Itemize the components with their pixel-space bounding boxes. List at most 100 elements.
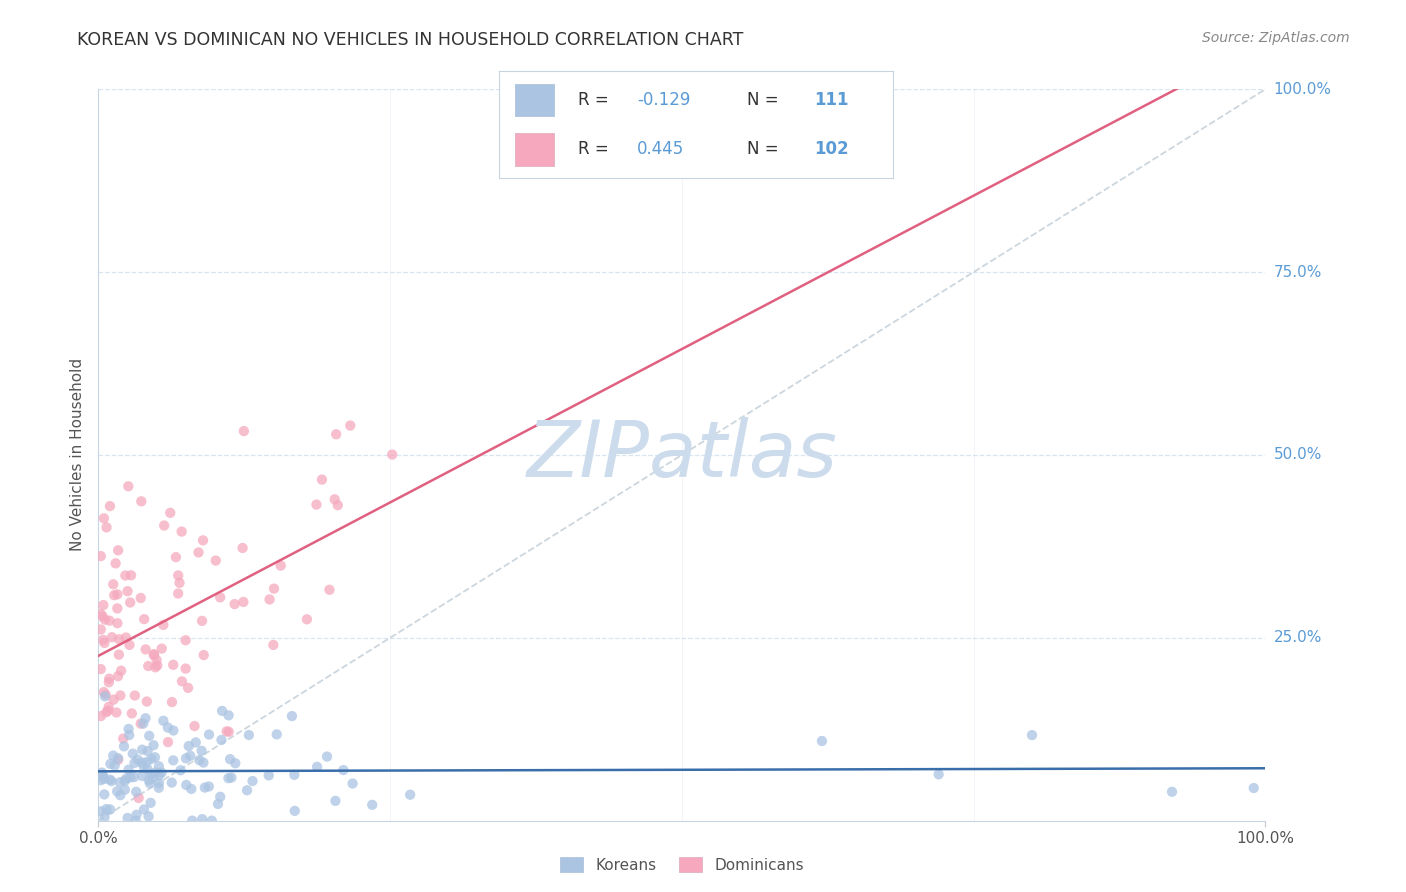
Point	[117, 479, 139, 493]
Point	[134, 612, 156, 626]
Point	[181, 814, 204, 828]
Point	[110, 788, 132, 802]
Point	[93, 772, 115, 786]
Point	[104, 557, 127, 571]
Point	[132, 716, 155, 731]
Point	[135, 642, 157, 657]
Point	[167, 568, 190, 582]
Point	[91, 632, 114, 647]
Point	[1021, 728, 1043, 742]
Text: 25.0%: 25.0%	[1274, 631, 1322, 645]
Point	[266, 727, 288, 741]
Point	[211, 704, 233, 718]
Point	[103, 588, 125, 602]
Point	[259, 592, 281, 607]
Point	[204, 553, 226, 567]
Point	[93, 636, 115, 650]
Point	[91, 768, 114, 782]
Point	[107, 616, 129, 631]
Point	[115, 631, 138, 645]
Point	[219, 752, 242, 766]
Point	[145, 660, 167, 674]
Point	[120, 771, 142, 785]
Point	[148, 780, 170, 795]
Point	[156, 721, 179, 735]
Point	[131, 742, 153, 756]
Point	[128, 791, 150, 805]
Point	[211, 733, 233, 747]
Point	[139, 796, 162, 810]
Point	[295, 612, 318, 626]
Point	[101, 630, 124, 644]
Point	[174, 778, 197, 792]
Point	[305, 498, 328, 512]
Point	[165, 550, 187, 565]
Point	[339, 418, 361, 433]
Point	[142, 771, 165, 785]
Point	[125, 785, 148, 799]
Point	[143, 765, 166, 780]
Text: 102: 102	[814, 141, 849, 159]
Point	[143, 750, 166, 764]
Point	[159, 506, 181, 520]
Point	[90, 623, 112, 637]
Point	[160, 695, 183, 709]
Y-axis label: No Vehicles in Household: No Vehicles in Household	[70, 359, 86, 551]
Point	[318, 582, 340, 597]
Text: -0.129: -0.129	[637, 91, 690, 109]
Point	[194, 780, 217, 795]
Point	[1161, 785, 1184, 799]
Point	[198, 780, 221, 794]
Point	[207, 797, 229, 811]
Point	[97, 675, 120, 690]
Point	[811, 734, 834, 748]
Point	[193, 648, 215, 662]
Text: 111: 111	[814, 91, 849, 109]
Point	[121, 706, 143, 721]
Text: Source: ZipAtlas.com: Source: ZipAtlas.com	[1202, 31, 1350, 45]
Text: ZIPatlas: ZIPatlas	[526, 417, 838, 493]
Point	[107, 753, 129, 767]
Point	[928, 767, 950, 781]
Point	[209, 591, 232, 605]
Point	[131, 756, 153, 770]
Point	[156, 735, 179, 749]
Point	[129, 716, 152, 731]
Point	[169, 764, 191, 778]
Point	[98, 672, 121, 686]
Point	[148, 768, 170, 782]
Point	[124, 689, 146, 703]
Point	[131, 494, 153, 508]
Point	[107, 669, 129, 683]
Point	[96, 802, 118, 816]
Text: N =: N =	[747, 141, 785, 159]
Point	[307, 760, 329, 774]
Point	[193, 756, 215, 770]
Point	[100, 756, 122, 771]
Point	[90, 709, 112, 723]
Point	[242, 774, 264, 789]
Point	[218, 708, 240, 723]
Point	[262, 638, 284, 652]
Legend: Koreans, Dominicans: Koreans, Dominicans	[554, 851, 810, 879]
FancyBboxPatch shape	[515, 134, 554, 166]
Point	[104, 758, 127, 772]
Point	[107, 587, 129, 601]
Point	[146, 658, 169, 673]
Point	[129, 591, 152, 605]
Point	[114, 568, 136, 582]
Point	[124, 756, 146, 770]
Point	[93, 598, 115, 612]
Point	[284, 804, 307, 818]
Point	[138, 729, 160, 743]
Point	[224, 597, 246, 611]
Point	[124, 814, 146, 828]
Point	[174, 662, 197, 676]
Point	[152, 618, 174, 632]
Point	[125, 807, 148, 822]
Point	[399, 788, 422, 802]
Point	[93, 685, 115, 699]
Point	[117, 811, 139, 825]
Point	[117, 584, 139, 599]
Point	[142, 648, 165, 663]
